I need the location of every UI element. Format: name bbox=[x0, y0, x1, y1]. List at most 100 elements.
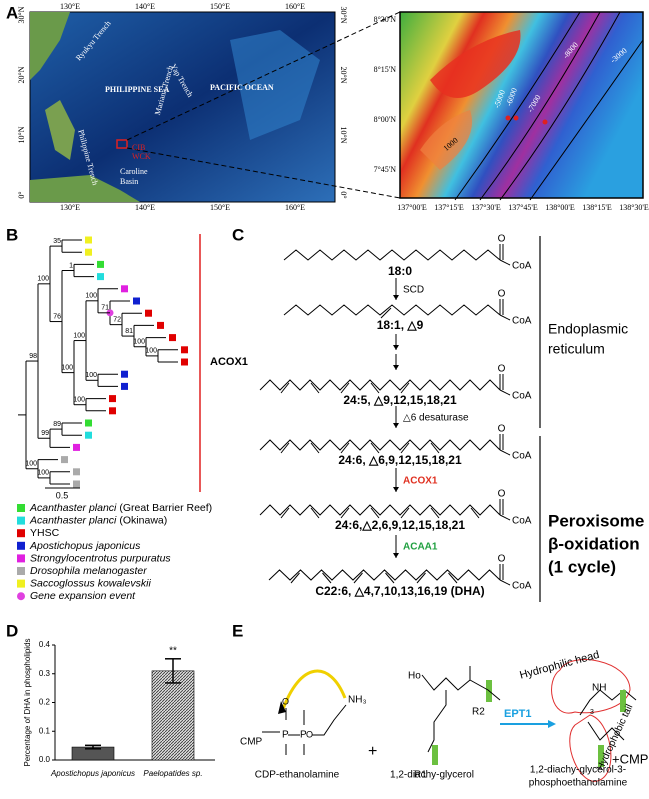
legend-marker bbox=[17, 541, 25, 550]
double-bond bbox=[340, 442, 350, 454]
panel-letter: C bbox=[232, 225, 244, 244]
legend-species: Drosophila melanogaster bbox=[30, 565, 147, 577]
leaf-marker bbox=[85, 248, 92, 256]
y-tick-label: 0.3 bbox=[39, 669, 51, 678]
lon-tick-label: 130°E bbox=[60, 203, 80, 212]
compound-name: 1,2-diachy-glycerol bbox=[390, 770, 474, 781]
legend-label: Acanthaster planci (Great Barrier Reef) bbox=[29, 502, 212, 514]
bootstrap: 89 bbox=[53, 421, 61, 428]
y-tick-label: 0.1 bbox=[39, 726, 51, 735]
coa: CoA bbox=[512, 316, 532, 327]
legend-note: (Great Barrier Reef) bbox=[119, 502, 212, 514]
leaf-marker bbox=[97, 260, 104, 268]
compound-label: 24:6, △6,9,12,15,18,21 bbox=[338, 453, 462, 467]
leaf-marker bbox=[109, 407, 116, 415]
compound-name: phosphoethanolamine bbox=[529, 778, 628, 789]
lon-tick-label: 137°15'E bbox=[434, 203, 464, 212]
compound-label: 24:5, △9,12,15,18,21 bbox=[343, 393, 457, 407]
bond bbox=[499, 389, 511, 396]
compartment-label: β-oxidation bbox=[548, 534, 640, 553]
legend-species: Strongylocentrotus purpuratus bbox=[30, 552, 171, 564]
legend-note: (Okinawa) bbox=[119, 514, 167, 526]
enzyme-label: SCD bbox=[403, 285, 424, 296]
double-bond bbox=[322, 572, 332, 584]
leaf-marker bbox=[85, 431, 92, 439]
legend-species: Acanthaster planci bbox=[29, 502, 117, 514]
lat-tick-label: 30°N bbox=[339, 7, 348, 24]
leaf-marker bbox=[61, 456, 68, 464]
double-bond bbox=[400, 442, 410, 454]
bootstrap: 100 bbox=[133, 339, 145, 346]
legend-label: YHSC bbox=[30, 527, 60, 539]
bootstrap: 100 bbox=[37, 470, 49, 477]
arrow-head bbox=[393, 423, 399, 428]
leaf-marker bbox=[73, 480, 80, 488]
plus: + bbox=[368, 743, 377, 760]
fatty-chain bbox=[259, 379, 501, 391]
bootstrap: 100 bbox=[85, 293, 97, 300]
leaf-marker bbox=[121, 370, 128, 378]
leaf-marker bbox=[181, 346, 188, 354]
lat-tick-label: 0° bbox=[17, 191, 26, 198]
gene-label: ACOX1 bbox=[210, 356, 248, 368]
lon-tick-label: 160°E bbox=[285, 203, 305, 212]
compound-label: 24:6,△2,6,9,12,15,18,21 bbox=[335, 518, 465, 532]
atom: O bbox=[498, 554, 506, 565]
legend-label: Drosophila melanogaster bbox=[30, 565, 147, 577]
coa: CoA bbox=[512, 581, 532, 592]
map-label: Caroline bbox=[120, 167, 148, 176]
bootstrap: 100 bbox=[85, 372, 97, 379]
leaf-marker bbox=[121, 382, 128, 390]
leaf-marker bbox=[145, 309, 152, 317]
legend-label: Saccoglossus kowalevskii bbox=[30, 577, 151, 589]
bond bbox=[499, 514, 511, 521]
site-label: WCK bbox=[132, 152, 151, 161]
panel-letter: A bbox=[6, 3, 18, 22]
lon-tick-label: 138°15'E bbox=[582, 203, 612, 212]
double-bond bbox=[430, 442, 440, 454]
bootstrap: 71 bbox=[101, 305, 109, 312]
double-bond bbox=[310, 442, 320, 454]
double-bond bbox=[353, 572, 363, 584]
double-bond bbox=[280, 507, 290, 519]
bootstrap: 98 bbox=[29, 353, 37, 360]
double-bond bbox=[290, 572, 300, 584]
legend-marker bbox=[17, 567, 25, 575]
atom: P bbox=[282, 730, 289, 741]
lat-tick-label: 10°N bbox=[17, 126, 26, 143]
lat-tick-label: 20°N bbox=[339, 67, 348, 84]
chem-label: CMP bbox=[240, 737, 263, 748]
lon-tick-label: 140°E bbox=[135, 2, 155, 11]
compound-label: C22:6, △4,7,10,13,16,19 (DHA) bbox=[315, 584, 484, 598]
coa: CoA bbox=[512, 261, 532, 272]
bootstrap: 76 bbox=[53, 313, 61, 320]
x-tick-label: Paelopatides sp. bbox=[143, 769, 202, 778]
fatty-chain bbox=[259, 439, 501, 451]
chem-label: NH bbox=[592, 683, 606, 694]
legend-species: YHSC bbox=[30, 527, 60, 539]
double-bond bbox=[400, 507, 410, 519]
y-tick-label: 0.0 bbox=[39, 755, 51, 764]
double-bond bbox=[416, 572, 426, 584]
y-axis-label: Percentage of DHA in phospholipids bbox=[23, 638, 32, 766]
bootstrap: 100 bbox=[25, 461, 37, 468]
y-tick-label: 0.4 bbox=[39, 640, 51, 649]
bootstrap: 35 bbox=[53, 238, 61, 245]
bootstrap: 100 bbox=[37, 276, 49, 283]
leaf-marker bbox=[157, 321, 164, 329]
arrow-head bbox=[393, 553, 399, 558]
atom: O bbox=[498, 424, 506, 435]
leaf-marker bbox=[85, 419, 92, 427]
bootstrap: 99 bbox=[41, 430, 49, 437]
enzyme-label: EPT1 bbox=[504, 708, 532, 720]
atom: O bbox=[282, 696, 289, 706]
lon-tick-label: 150°E bbox=[210, 2, 230, 11]
double-bond bbox=[280, 442, 290, 454]
lat-tick-label: 8°15'N bbox=[374, 65, 397, 74]
bootstrap: 100 bbox=[145, 348, 157, 355]
compound-label: 18:1, △9 bbox=[377, 318, 424, 332]
double-bond bbox=[280, 382, 290, 394]
x-tick-label: Apostichopus japonicus bbox=[50, 769, 135, 778]
double-bond bbox=[310, 382, 320, 394]
bar bbox=[151, 670, 195, 761]
